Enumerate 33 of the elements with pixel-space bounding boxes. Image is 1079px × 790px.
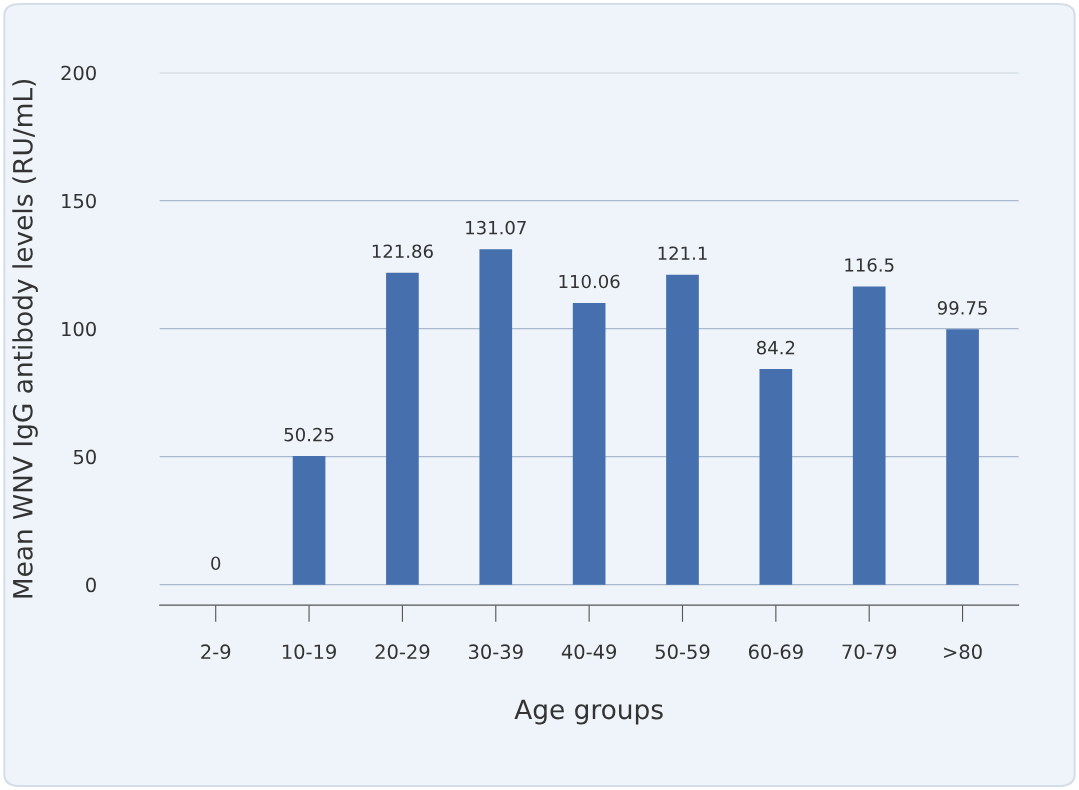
data-label: 110.06 bbox=[559, 274, 620, 289]
y-tick-label: 200 bbox=[61, 65, 96, 81]
y-axis-title: Mean WNV IgG antibody levels (RU/mL) bbox=[12, 79, 38, 598]
y-tick-label: 150 bbox=[62, 193, 96, 209]
x-tick-label: 70-79 bbox=[842, 644, 897, 660]
data-label: 121.1 bbox=[658, 246, 707, 260]
bar bbox=[759, 369, 793, 585]
bar bbox=[479, 249, 513, 585]
x-tick-label: >80 bbox=[944, 644, 982, 660]
y-tick-label: 0 bbox=[86, 577, 96, 593]
data-label: 84.2 bbox=[756, 340, 795, 355]
bar bbox=[572, 302, 606, 585]
bar bbox=[852, 286, 886, 585]
bar bbox=[666, 274, 699, 585]
x-tick-label: 50-59 bbox=[655, 644, 710, 660]
x-axis-title: Age groups bbox=[514, 699, 663, 725]
x-tick-label: 40-49 bbox=[561, 644, 617, 660]
y-tick-label: 100 bbox=[62, 321, 96, 337]
x-tick-label: 60-69 bbox=[748, 644, 803, 660]
bar bbox=[946, 329, 979, 585]
data-label: 131.07 bbox=[466, 220, 526, 235]
x-tick-label: 2-9 bbox=[201, 644, 231, 660]
data-label: 116.5 bbox=[845, 258, 894, 272]
bar bbox=[292, 456, 326, 585]
x-tick-label: 30-39 bbox=[469, 644, 523, 660]
data-label: 99.75 bbox=[937, 301, 987, 315]
x-tick-label: 20-29 bbox=[375, 644, 430, 660]
data-label: 121.86 bbox=[372, 244, 433, 259]
y-tick-label: 50 bbox=[73, 449, 96, 465]
data-label: 50.25 bbox=[284, 427, 334, 442]
data-label: 0 bbox=[211, 556, 221, 571]
x-tick-label: 10-19 bbox=[282, 644, 336, 660]
bar bbox=[386, 272, 419, 585]
